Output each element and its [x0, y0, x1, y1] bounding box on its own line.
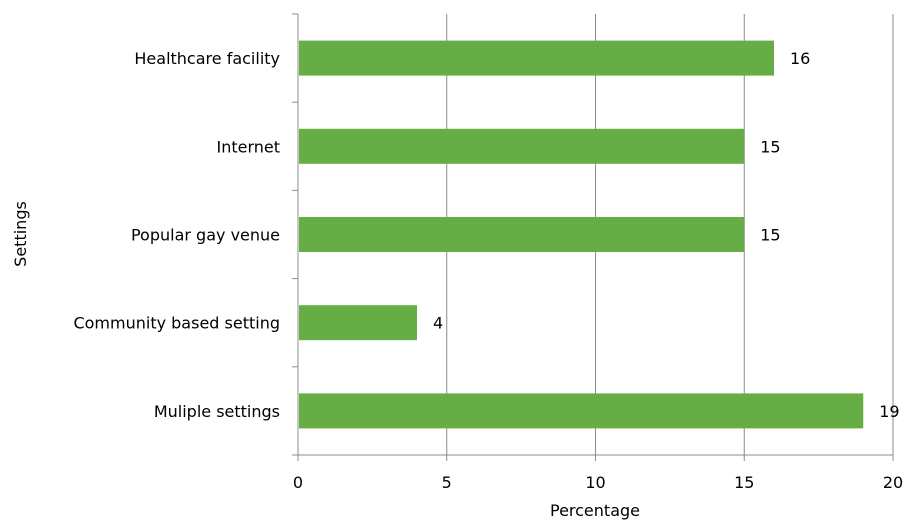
- data-labels: 16 15 15 4 19: [433, 49, 900, 421]
- x-tick-label: 20: [883, 473, 903, 492]
- category-label: Muliple settings: [154, 402, 280, 421]
- data-label: 4: [433, 314, 443, 333]
- y-axis-title: Settings: [11, 201, 30, 267]
- data-label: 15: [760, 137, 780, 156]
- x-tick-label: 5: [442, 473, 452, 492]
- bar: [299, 217, 745, 252]
- x-tick-label: 10: [585, 473, 605, 492]
- category-label: Community based setting: [73, 314, 280, 333]
- category-label: Popular gay venue: [131, 226, 280, 245]
- bar: [299, 128, 745, 164]
- category-label: Healthcare facility: [134, 49, 280, 68]
- category-label: Internet: [216, 137, 280, 156]
- axes: [292, 13, 893, 461]
- x-tick-label: 0: [293, 473, 303, 492]
- data-label: 19: [879, 402, 899, 421]
- x-axis-title: Percentage: [550, 501, 640, 520]
- bar: [299, 40, 774, 76]
- data-label: 16: [790, 49, 810, 68]
- category-labels: Healthcare facility Internet Popular gay v…: [73, 49, 280, 421]
- data-label: 15: [760, 226, 780, 245]
- x-tick-labels: 0 5 10 15 20: [293, 473, 903, 492]
- bar: [299, 393, 864, 429]
- bars: [299, 40, 864, 429]
- x-tick-label: 15: [734, 473, 754, 492]
- bar: [299, 305, 417, 341]
